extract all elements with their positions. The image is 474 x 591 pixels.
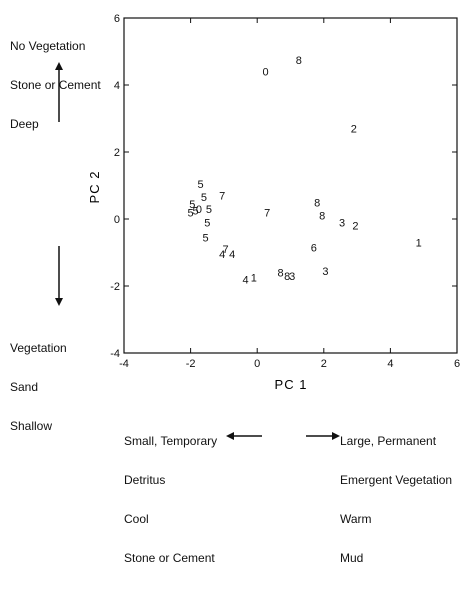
data-point: 8 [319,211,325,223]
y-tick-label: 0 [114,214,120,226]
data-point: 0 [262,67,268,79]
x-tick-label: -2 [186,358,196,370]
data-point: 5 [206,204,212,216]
data-point: 7 [264,207,270,219]
annotation-bottom-left: Vegetation Sand Shallow [10,316,67,459]
data-point: 1 [251,273,257,285]
annotation-line: Stone or Cement [124,551,215,565]
data-point: 2 [351,124,357,136]
figure: No Vegetation Stone or Cement Deep Veget… [10,13,460,565]
data-point: 6 [311,242,317,254]
data-point: 5 [188,207,194,219]
data-point: 4 [242,274,248,286]
data-point: 3 [339,217,345,229]
x-tick-label: -4 [119,358,129,370]
annotation-line: No Vegetation [10,39,86,53]
data-point: 1 [416,237,422,249]
tick-labels: -4 -2 0 2 4 6 -4 -2 0 2 4 6 [110,13,460,370]
data-point: 5 [189,199,195,211]
x-tick-label: 4 [387,358,393,370]
annotation-line: Stone or Cement [10,78,101,92]
data-point: 7 [223,244,229,256]
data-point: 8 [296,55,302,67]
y-axis-label: PC 2 [87,171,102,204]
plot-frame [123,17,458,354]
annotation-top-left: No Vegetation Stone or Cement Deep [10,14,101,157]
data-point: 5 [193,206,199,218]
data-point: 5 [198,179,204,191]
annotation-line: Warm [340,512,372,526]
x-axis-label: PC 1 [275,377,308,392]
annotation-line: Emergent Vegetation [340,473,453,487]
data-point: 4 [229,249,235,261]
annotation-line: Vegetation [10,341,67,355]
y-tick-label: -2 [110,281,120,293]
data-point: 4 [219,249,225,261]
data-point: 8 [284,271,290,283]
data-point: 7 [219,191,225,203]
data-point: 0 [196,204,202,216]
data-point: 5 [201,192,207,204]
data-point: 3 [289,271,295,283]
y-tick-label: 4 [114,80,120,92]
data-point: 3 [322,266,328,278]
annotation-line: Deep [10,117,39,131]
annotation-line: Small, Temporary [124,434,218,448]
annotation-line: Detritus [124,473,166,487]
annotation-line: Mud [340,551,364,565]
x-tick-label: 0 [254,358,260,370]
x-tick-label: 6 [454,358,460,370]
annotation-line: Sand [10,380,39,394]
data-point: 8 [314,197,320,209]
annotation-line: Large, Permanent [340,434,437,448]
annotation-line: Shallow [10,419,53,433]
x-tick-label: 2 [321,358,327,370]
y-tick-label: 2 [114,147,120,159]
axes [123,17,458,354]
data-point: 5 [203,232,209,244]
data-point: 5 [204,217,210,229]
data-point: 2 [352,221,358,233]
y-tick-label: 6 [114,13,120,25]
y-tick-label: -4 [110,348,120,360]
annotation-line: Cool [124,512,149,526]
data-point: 8 [277,268,283,280]
